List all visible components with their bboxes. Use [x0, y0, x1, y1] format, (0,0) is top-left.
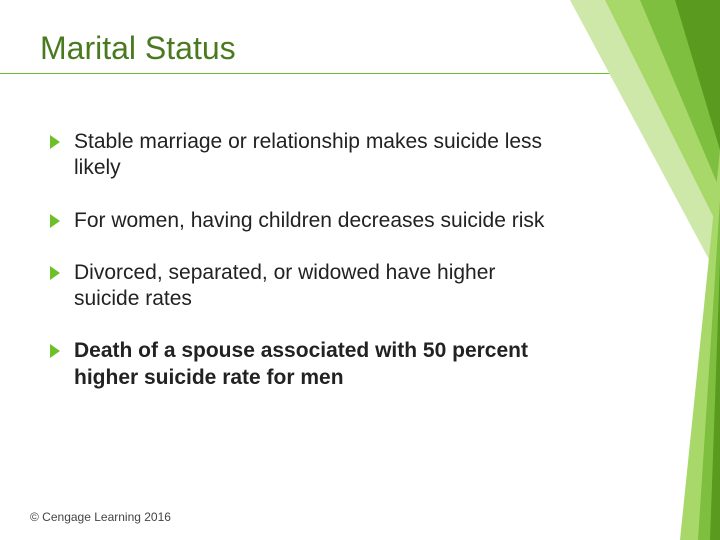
triangle-shape	[675, 0, 720, 150]
list-item: Death of a spouse associated with 50 per…	[50, 338, 560, 391]
arrow-icon	[50, 344, 60, 358]
bullet-text: Death of a spouse associated with 50 per…	[74, 338, 560, 391]
list-item: Divorced, separated, or widowed have hig…	[50, 260, 560, 313]
triangle-shape	[680, 150, 720, 540]
corner-decoration	[550, 0, 720, 540]
bullet-text: For women, having children decreases sui…	[74, 208, 544, 234]
triangle-shape	[698, 200, 720, 540]
title-underline	[0, 73, 720, 74]
triangle-shape	[710, 260, 720, 540]
slide-title: Marital Status	[40, 30, 680, 67]
bullet-text: Divorced, separated, or widowed have hig…	[74, 260, 560, 313]
list-item: For women, having children decreases sui…	[50, 208, 560, 234]
arrow-icon	[50, 214, 60, 228]
arrow-icon	[50, 135, 60, 149]
slide: Marital Status Stable marriage or relati…	[0, 0, 720, 540]
copyright-text: © Cengage Learning 2016	[30, 510, 171, 524]
triangle-shape	[640, 0, 720, 190]
arrow-icon	[50, 266, 60, 280]
list-item: Stable marriage or relationship makes su…	[50, 129, 560, 182]
bullet-list: Stable marriage or relationship makes su…	[40, 129, 560, 391]
bullet-text: Stable marriage or relationship makes su…	[74, 129, 560, 182]
